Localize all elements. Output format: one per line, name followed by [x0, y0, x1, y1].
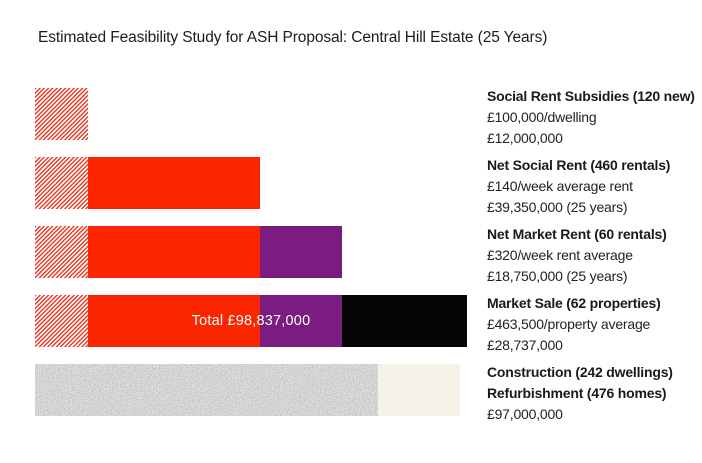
bar-row-construction-refurbishment [35, 364, 460, 416]
bar-segment-red [88, 157, 260, 209]
bar-segment-hatch [35, 295, 88, 347]
label-value: £39,350,000 (25 years) [487, 199, 628, 215]
bar-segment-granite [35, 364, 378, 416]
bar-segment-hatch [35, 157, 88, 209]
label-title: Market Sale (62 properties) [487, 295, 661, 311]
label-value: £28,737,000 [487, 337, 563, 353]
label-value: £12,000,000 [487, 130, 563, 146]
label-detail: £320/week rent average [487, 247, 633, 263]
label-block-net-market-rent: Net Market Rent (60 rentals) £320/week r… [487, 224, 700, 287]
label-title: Net Market Rent (60 rentals) [487, 226, 667, 242]
label-value: £18,750,000 (25 years) [487, 268, 628, 284]
label-title: Construction (242 dwellings) [487, 364, 673, 380]
bar-segment-hatch [35, 226, 88, 278]
label-title-2: Refurbishment (476 homes) [487, 385, 667, 401]
bar-segment-red [88, 295, 260, 347]
bar-market-sale: Total £98,837,000 [35, 295, 467, 347]
bar-segment-beige [378, 364, 460, 416]
bar-segment-hatch [35, 88, 88, 140]
label-detail: £100,000/dwelling [487, 109, 597, 125]
bar-net-market-rent [35, 226, 342, 278]
bar-row-market-sale: Total £98,837,000 [35, 295, 467, 347]
bar-segment-purple [260, 295, 342, 347]
bar-construction-refurbishment [35, 364, 460, 416]
bar-net-social-rent [35, 157, 260, 209]
label-detail: £463,500/property average [487, 316, 651, 332]
label-detail: £140/week average rent [487, 178, 633, 194]
label-block-net-social-rent: Net Social Rent (460 rentals) £140/week … [487, 155, 700, 218]
label-value: £97,000,000 [487, 406, 563, 422]
label-title: Net Social Rent (460 rentals) [487, 157, 671, 173]
bar-row-social-rent-subsidies [35, 88, 88, 140]
label-block-social-rent-subsidies: Social Rent Subsidies (120 new) £100,000… [487, 86, 700, 149]
bar-social-rent-subsidies [35, 88, 88, 140]
label-title: Social Rent Subsidies (120 new) [487, 88, 695, 104]
chart-title: Estimated Feasibility Study for ASH Prop… [38, 29, 548, 46]
bar-segment-purple [260, 226, 342, 278]
bar-segment-red [88, 226, 260, 278]
bar-row-net-market-rent [35, 226, 342, 278]
bar-row-net-social-rent [35, 157, 260, 209]
label-block-market-sale: Market Sale (62 properties) £463,500/pro… [487, 293, 700, 356]
bar-segment-black [342, 295, 467, 347]
label-block-construction-refurbishment: Construction (242 dwellings) Refurbishme… [487, 362, 700, 425]
